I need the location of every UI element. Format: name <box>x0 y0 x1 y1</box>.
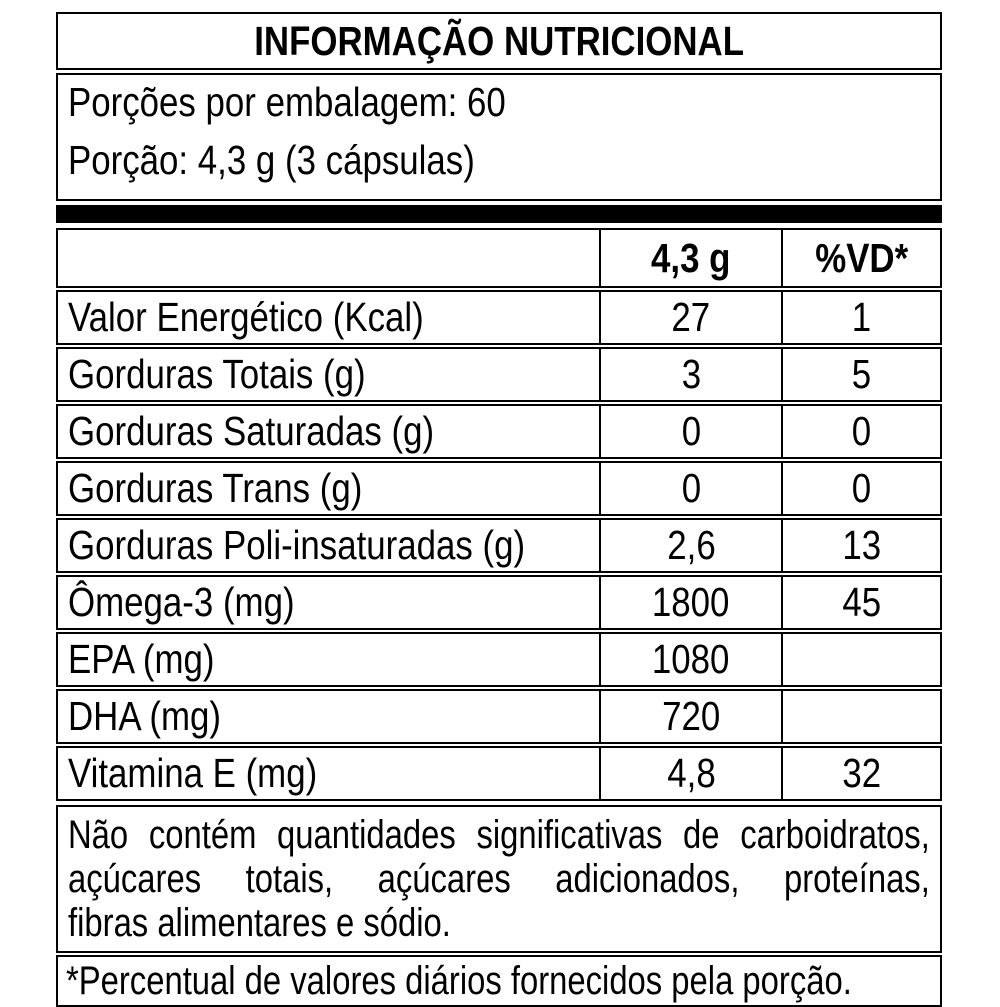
amount-value: 27 <box>601 290 783 345</box>
servings-per-package: Porções por embalagem: 60 <box>68 79 506 125</box>
nutrient-name: Gorduras Trans (g) <box>56 461 601 516</box>
dv-column-header: %VD* <box>783 228 942 288</box>
amount-value: 720 <box>601 689 783 744</box>
table-row: Gorduras Poli-insaturadas (g) 2,6 13 <box>56 518 942 573</box>
nutrient-name: Gorduras Totais (g) <box>56 347 601 402</box>
nutrient-name: Gorduras Saturadas (g) <box>56 404 601 459</box>
amount-value: 3 <box>601 347 783 402</box>
amount-value: 0 <box>601 404 783 459</box>
dv-value <box>783 632 942 687</box>
amount-value: 0 <box>601 461 783 516</box>
label-title: INFORMAÇÃO NUTRICIONAL <box>254 17 744 64</box>
nutrition-label: INFORMAÇÃO NUTRICIONAL Porções por embal… <box>56 12 942 1007</box>
header-empty-cell <box>56 228 601 288</box>
dv-value: 0 <box>783 404 942 459</box>
header-row: 4,3 g %VD* <box>56 228 942 288</box>
dv-value <box>783 689 942 744</box>
table-row: EPA (mg) 1080 <box>56 632 942 687</box>
table-row: Valor Energético (Kcal) 27 1 <box>56 290 942 345</box>
nutrition-table: 4,3 g %VD* Valor Energético (Kcal) 27 1 … <box>56 226 942 803</box>
note-line: Não contém quantidades significativas de… <box>68 813 930 857</box>
nutrient-name: Ômega-3 (mg) <box>56 575 601 630</box>
daily-value-footnote: *Percentual de valores diários fornecido… <box>66 958 852 1003</box>
serving-size: Porção: 4,3 g (3 cápsulas) <box>68 137 475 183</box>
nutrient-name: DHA (mg) <box>56 689 601 744</box>
note-line: açúcares totais, açúcares adicionados, p… <box>68 857 930 901</box>
dv-value: 45 <box>783 575 942 630</box>
table-row: Gorduras Saturadas (g) 0 0 <box>56 404 942 459</box>
nutrient-name: Gorduras Poli-insaturadas (g) <box>56 518 601 573</box>
dv-value: 13 <box>783 518 942 573</box>
amount-value: 1080 <box>601 632 783 687</box>
divider-bar <box>56 205 942 223</box>
nutrient-name: Vitamina E (mg) <box>56 746 601 801</box>
amount-column-header: 4,3 g <box>601 228 783 288</box>
table-row: Ômega-3 (mg) 1800 45 <box>56 575 942 630</box>
amount-value: 1800 <box>601 575 783 630</box>
table-row: Vitamina E (mg) 4,8 32 <box>56 746 942 801</box>
nutrient-name: Valor Energético (Kcal) <box>56 290 601 345</box>
nutrient-name: EPA (mg) <box>56 632 601 687</box>
insignificant-amounts-note: Não contém quantidades significativas de… <box>56 805 942 953</box>
amount-value: 4,8 <box>601 746 783 801</box>
table-row: Gorduras Trans (g) 0 0 <box>56 461 942 516</box>
table-row: Gorduras Totais (g) 3 5 <box>56 347 942 402</box>
serving-info: Porções por embalagem: 60 Porção: 4,3 g … <box>56 73 942 201</box>
table-row: DHA (mg) 720 <box>56 689 942 744</box>
note-line: fibras alimentares e sódio. <box>68 901 451 945</box>
daily-value-footnote-box: *Percentual de valores diários fornecido… <box>56 955 942 1007</box>
dv-value: 32 <box>783 746 942 801</box>
amount-value: 2,6 <box>601 518 783 573</box>
dv-value: 1 <box>783 290 942 345</box>
dv-value: 5 <box>783 347 942 402</box>
dv-value: 0 <box>783 461 942 516</box>
label-title-box: INFORMAÇÃO NUTRICIONAL <box>56 12 942 70</box>
